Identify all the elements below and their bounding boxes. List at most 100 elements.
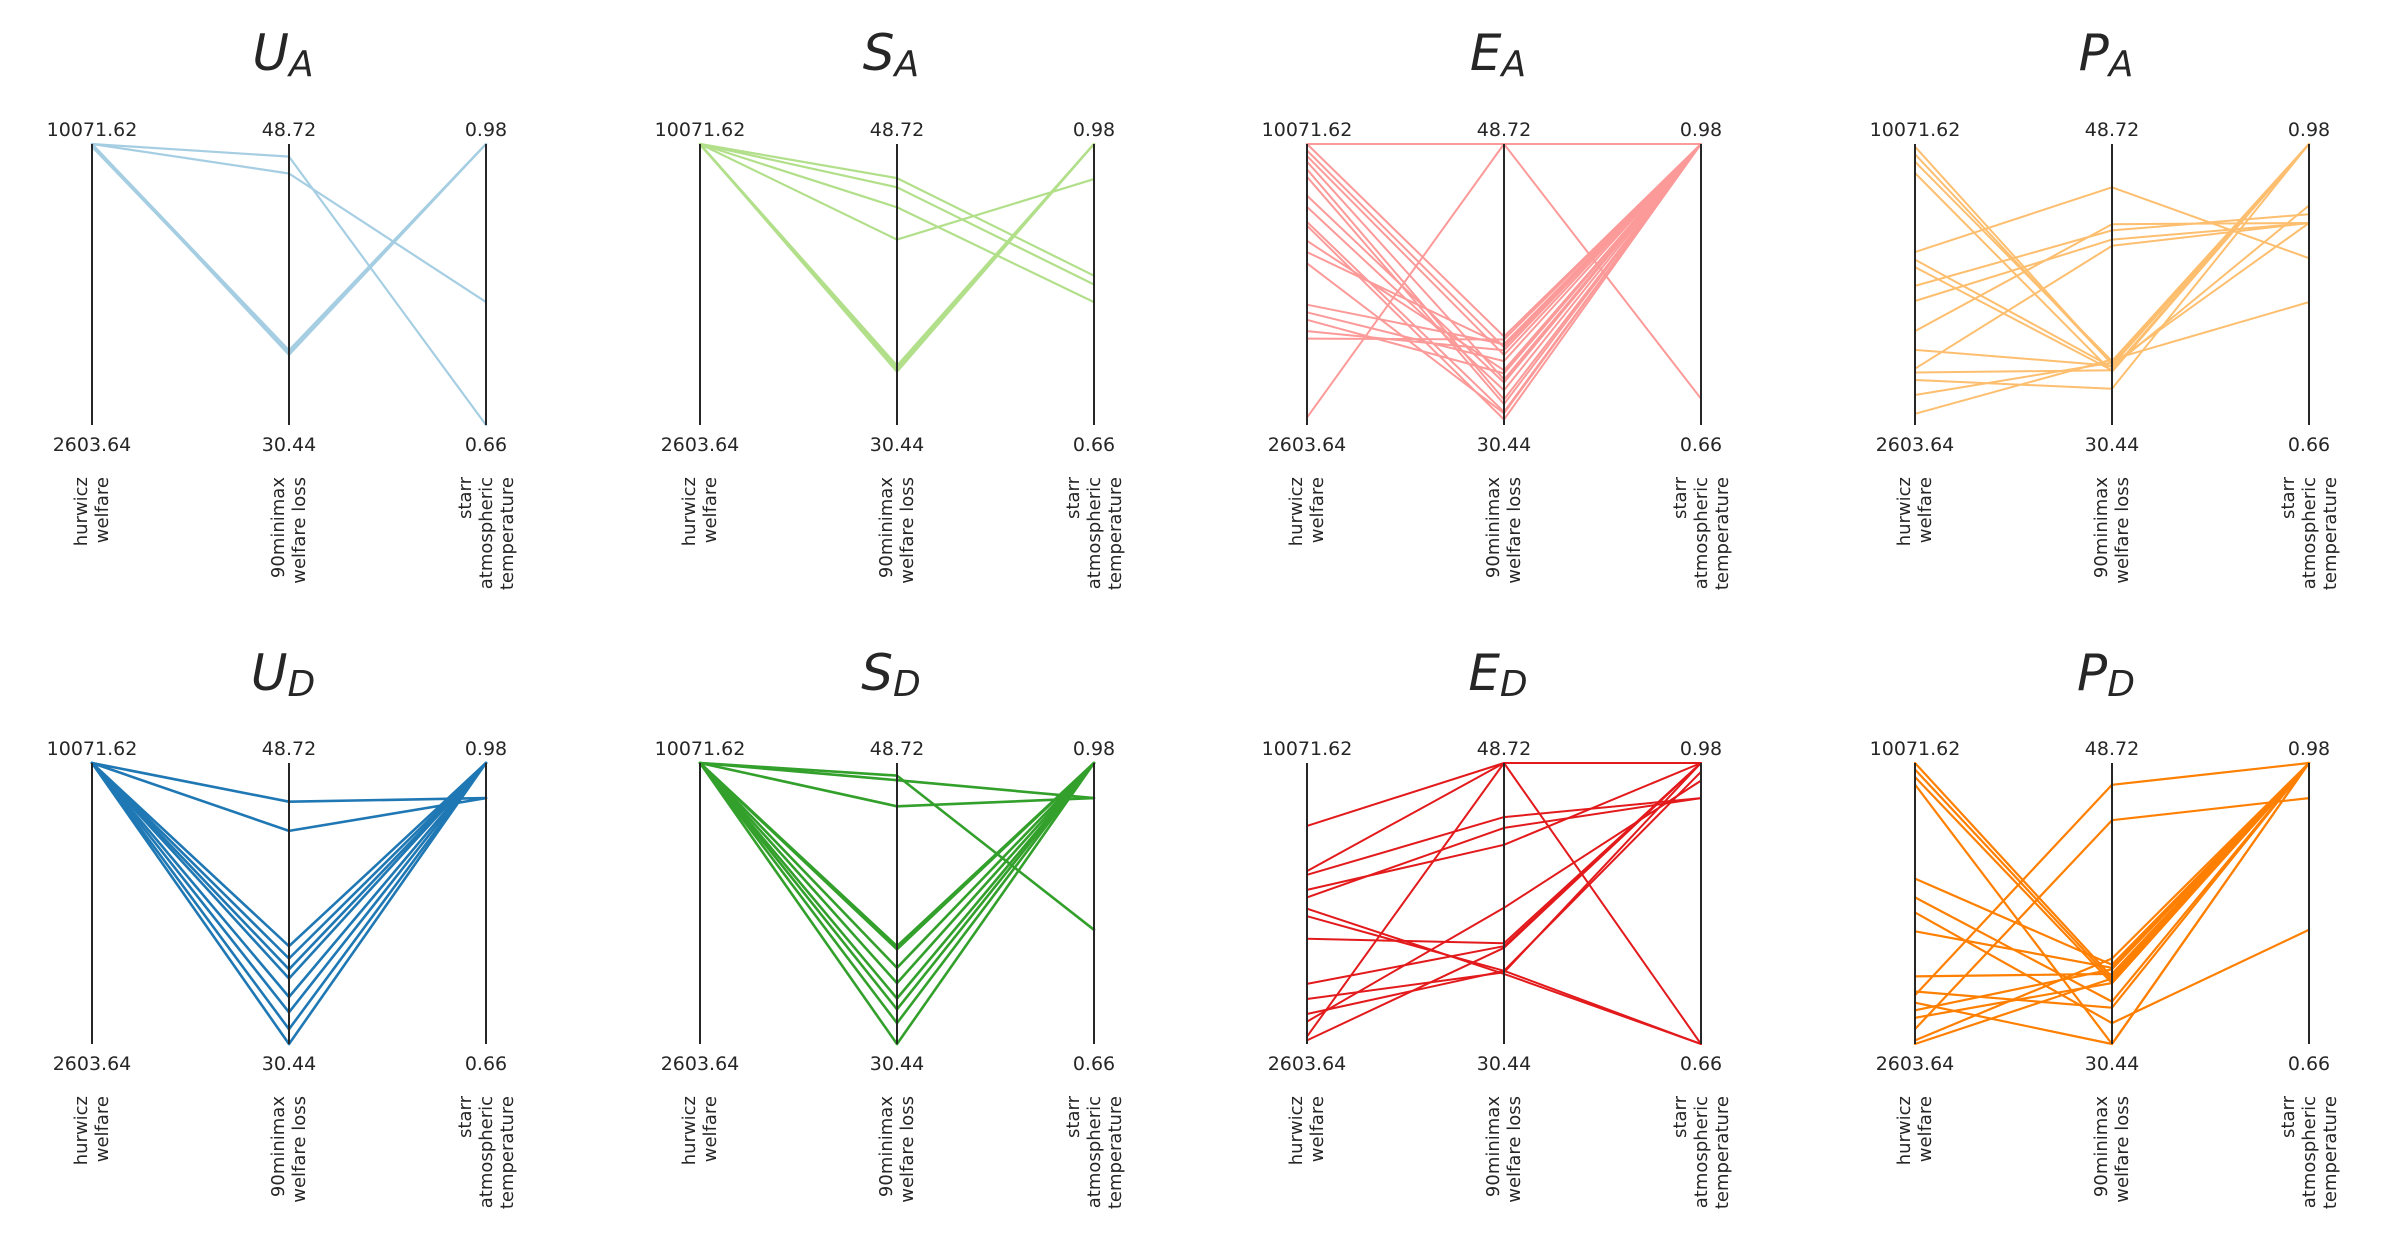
axis-min-label: 0.66	[1073, 1053, 1115, 1075]
axis-name-label: welfare loss	[289, 477, 310, 584]
axis-max-label: 0.98	[2288, 738, 2330, 760]
axis-min-label: 0.66	[465, 434, 507, 456]
axis-max-label: 48.72	[1477, 119, 1531, 141]
axis-name-label: atmospheric	[1691, 477, 1712, 589]
panel-title-subscript: A	[2107, 44, 2134, 85]
axis-name-label: 90minimax	[268, 1096, 289, 1197]
axis-min-label: 0.66	[2288, 434, 2330, 456]
panel-title-subscript: D	[893, 664, 921, 705]
axis-max-label: 48.72	[262, 119, 316, 141]
axis-name-label: 90minimax	[268, 477, 289, 578]
panel-s-a: SA 10071.62 2603.64 hurwicz welfare 48.72 30.4…	[655, 24, 1126, 590]
axis-min-label: 30.44	[262, 434, 316, 456]
axis-name-label: welfare loss	[2112, 477, 2133, 584]
axis-name-label: starr	[1670, 1095, 1691, 1138]
axis-max-label: 10071.62	[1870, 119, 1961, 141]
axis-name-label: atmospheric	[476, 477, 497, 589]
panel-p-a: PA 10071.62 2603.64 hurwicz welfare 48.72 30.4…	[1870, 24, 2341, 590]
axis-min-label: 2603.64	[53, 1053, 132, 1075]
axis-min-label: 2603.64	[661, 434, 740, 456]
panel-s-d: SD 10071.62 2603.64 hurwicz welfare 48.72 30.4…	[655, 644, 1126, 1209]
axis-min-label: 2603.64	[1268, 1053, 1347, 1075]
panel-title: ED	[1468, 644, 1527, 705]
axis-min-label: 0.66	[465, 1053, 507, 1075]
panel-e-d: ED 10071.62 2603.64 hurwicz welfare 48.72 30.4…	[1262, 644, 1733, 1209]
panel-title-subscript: A	[1499, 44, 1526, 85]
axis-min-label: 2603.64	[661, 1053, 740, 1075]
panel-p-d: PD 10071.62 2603.64 hurwicz welfare 48.72 30.4…	[1870, 644, 2341, 1209]
panel-title: PD	[2077, 644, 2135, 705]
panel-title: SA	[863, 24, 919, 85]
panel-title-main: U	[251, 644, 288, 702]
axis-name-label: temperature	[2320, 1096, 2341, 1209]
axis-max-label: 0.98	[1073, 738, 1115, 760]
axis-max-label: 10071.62	[655, 738, 746, 760]
panel-title-main: P	[2077, 644, 2108, 702]
axis-name-label: welfare loss	[897, 477, 918, 584]
axis-name-label: 90minimax	[876, 1096, 897, 1197]
axis-name-label: welfare	[1915, 1096, 1936, 1162]
axis-name-label: hurwicz	[71, 477, 92, 546]
axis-min-label: 30.44	[2085, 434, 2139, 456]
axis-name-label: hurwicz	[679, 477, 700, 546]
panel-title-subscript: A	[287, 44, 314, 85]
axis-max-label: 10071.62	[655, 119, 746, 141]
axis-name-label: temperature	[497, 1096, 518, 1209]
panel-title-subscript: D	[1500, 664, 1528, 705]
axis-max-label: 0.98	[1073, 119, 1115, 141]
panel-title-main: P	[2079, 24, 2110, 82]
panel-title: PA	[2079, 24, 2134, 85]
axis-name-label: temperature	[1712, 477, 1733, 590]
axis-min-label: 2603.64	[1876, 434, 1955, 456]
axis-name-label: atmospheric	[2299, 1096, 2320, 1208]
axis-min-label: 0.66	[2288, 1053, 2330, 1075]
axis-max-label: 0.98	[2288, 119, 2330, 141]
axis-max-label: 48.72	[870, 738, 924, 760]
axis-name-label: temperature	[1105, 477, 1126, 590]
axis-name-label: starr	[1063, 476, 1084, 519]
axis-name-label: starr	[1670, 476, 1691, 519]
axis-max-label: 48.72	[2085, 119, 2139, 141]
axis-max-label: 10071.62	[1262, 119, 1353, 141]
panel-title-subscript: A	[893, 44, 920, 85]
axis-min-label: 2603.64	[53, 434, 132, 456]
axis-max-label: 0.98	[465, 738, 507, 760]
panel-title-main: S	[861, 644, 893, 702]
axis-name-label: atmospheric	[1084, 1096, 1105, 1208]
panel-title-main: E	[1470, 24, 1502, 82]
axis-name-label: starr	[455, 476, 476, 519]
axis-name-label: welfare loss	[1504, 1096, 1525, 1203]
panel-title-subscript: D	[287, 664, 315, 705]
axis-name-label: starr	[455, 1095, 476, 1138]
axis-name-label: welfare loss	[2112, 1096, 2133, 1203]
axis-name-label: atmospheric	[476, 1096, 497, 1208]
axis-name-label: welfare	[700, 1096, 721, 1162]
panel-title-main: E	[1468, 644, 1500, 702]
panel-title-main: U	[252, 24, 289, 82]
axis-name-label: 90minimax	[1483, 1096, 1504, 1197]
axis-name-label: welfare loss	[1504, 477, 1525, 584]
axis-name-label: 90minimax	[1483, 477, 1504, 578]
axis-name-label: starr	[2278, 1095, 2299, 1138]
axis-max-label: 48.72	[262, 738, 316, 760]
axis-name-label: hurwicz	[1894, 477, 1915, 546]
axis-name-label: temperature	[1712, 1096, 1733, 1209]
panel-title: EA	[1470, 24, 1526, 85]
axis-name-label: welfare loss	[289, 1096, 310, 1203]
axis-min-label: 0.66	[1680, 434, 1722, 456]
axis-name-label: temperature	[1105, 1096, 1126, 1209]
axis-min-label: 30.44	[2085, 1053, 2139, 1075]
axis-name-label: hurwicz	[679, 1096, 700, 1165]
panel-title: UD	[251, 644, 315, 705]
axis-min-label: 30.44	[1477, 434, 1531, 456]
axis-name-label: welfare	[1915, 477, 1936, 543]
axis-max-label: 10071.62	[47, 738, 138, 760]
panel-u-a: UA 10071.62 2603.64 hurwicz welfare 48.72 30.4…	[47, 24, 518, 590]
axis-max-label: 48.72	[1477, 738, 1531, 760]
axis-name-label: 90minimax	[876, 477, 897, 578]
axis-name-label: atmospheric	[1084, 477, 1105, 589]
panel-title-main: S	[863, 24, 895, 82]
axis-name-label: hurwicz	[1286, 1096, 1307, 1165]
axis-max-label: 10071.62	[1870, 738, 1961, 760]
